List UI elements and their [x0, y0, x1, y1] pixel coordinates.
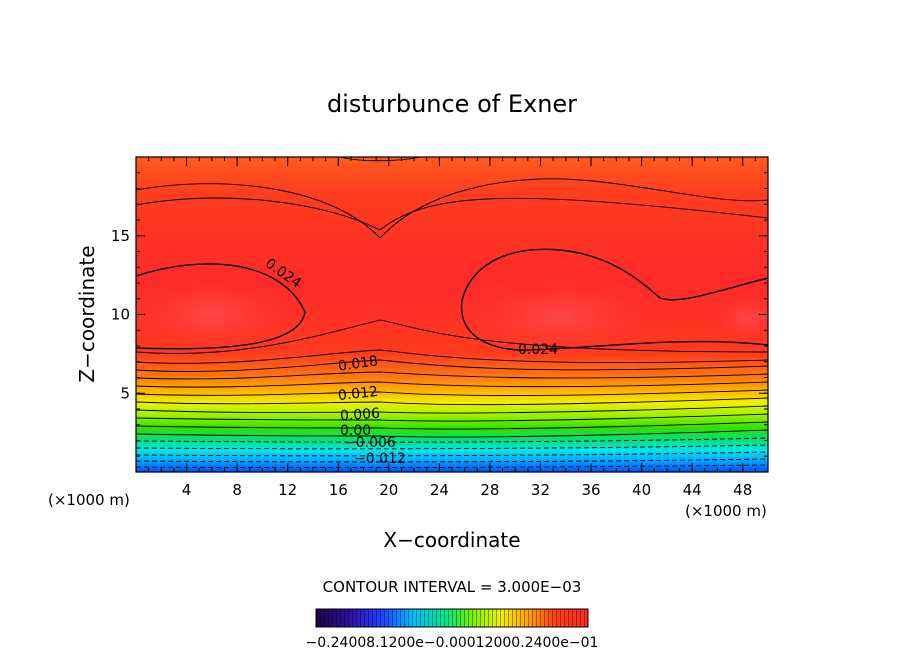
contour-label: 0.00 [340, 423, 371, 439]
contour-label: −0.006 [344, 435, 396, 451]
colorbar-labels: −0.24008.1200e−0.00012000.2400e−01 [306, 635, 599, 651]
y-tick-label: 10 [111, 306, 130, 324]
x-unit-left: (×1000 m) [48, 491, 130, 509]
x-tick-label: 16 [329, 481, 348, 499]
x-tick-label: 20 [379, 481, 398, 499]
x-tick-label: 24 [430, 481, 449, 499]
y-tick-label: 15 [111, 227, 130, 245]
x-tick-label: 4 [182, 481, 192, 499]
contour-field: 0.024 0.024 0.018 0.012 0.006 0.00 −0.00… [136, 157, 768, 472]
x-axis-label: X−coordinate [383, 528, 520, 552]
y-tick-label: 5 [120, 384, 130, 402]
y-axis: 5 10 15 [111, 156, 768, 473]
x-tick-label: 44 [683, 481, 702, 499]
x-tick-label: 28 [480, 481, 499, 499]
colorbar [315, 608, 589, 628]
x-tick-label: 48 [733, 481, 752, 499]
chart-title: disturbunce of Exner [327, 90, 577, 118]
x-tick-label: 32 [531, 481, 550, 499]
contour-label: 0.012 [337, 384, 379, 404]
x-tick-label: 8 [232, 481, 242, 499]
contour-label: 0.018 [337, 353, 379, 374]
x-tick-label: 40 [632, 481, 651, 499]
y-axis-label: Z−coordinate [75, 245, 99, 382]
contour-interval-text: CONTOUR INTERVAL = 3.000E−03 [323, 578, 582, 596]
x-tick-label: 36 [581, 481, 600, 499]
x-unit-right: (×1000 m) [685, 502, 767, 520]
contour-label: −0.012 [354, 451, 406, 467]
contour-label: 0.024 [518, 342, 558, 358]
x-axis: 4 8 12 16 20 24 28 32 36 40 44 48 [135, 157, 769, 499]
contour-label: 0.006 [339, 406, 380, 425]
x-tick-label: 12 [278, 481, 297, 499]
